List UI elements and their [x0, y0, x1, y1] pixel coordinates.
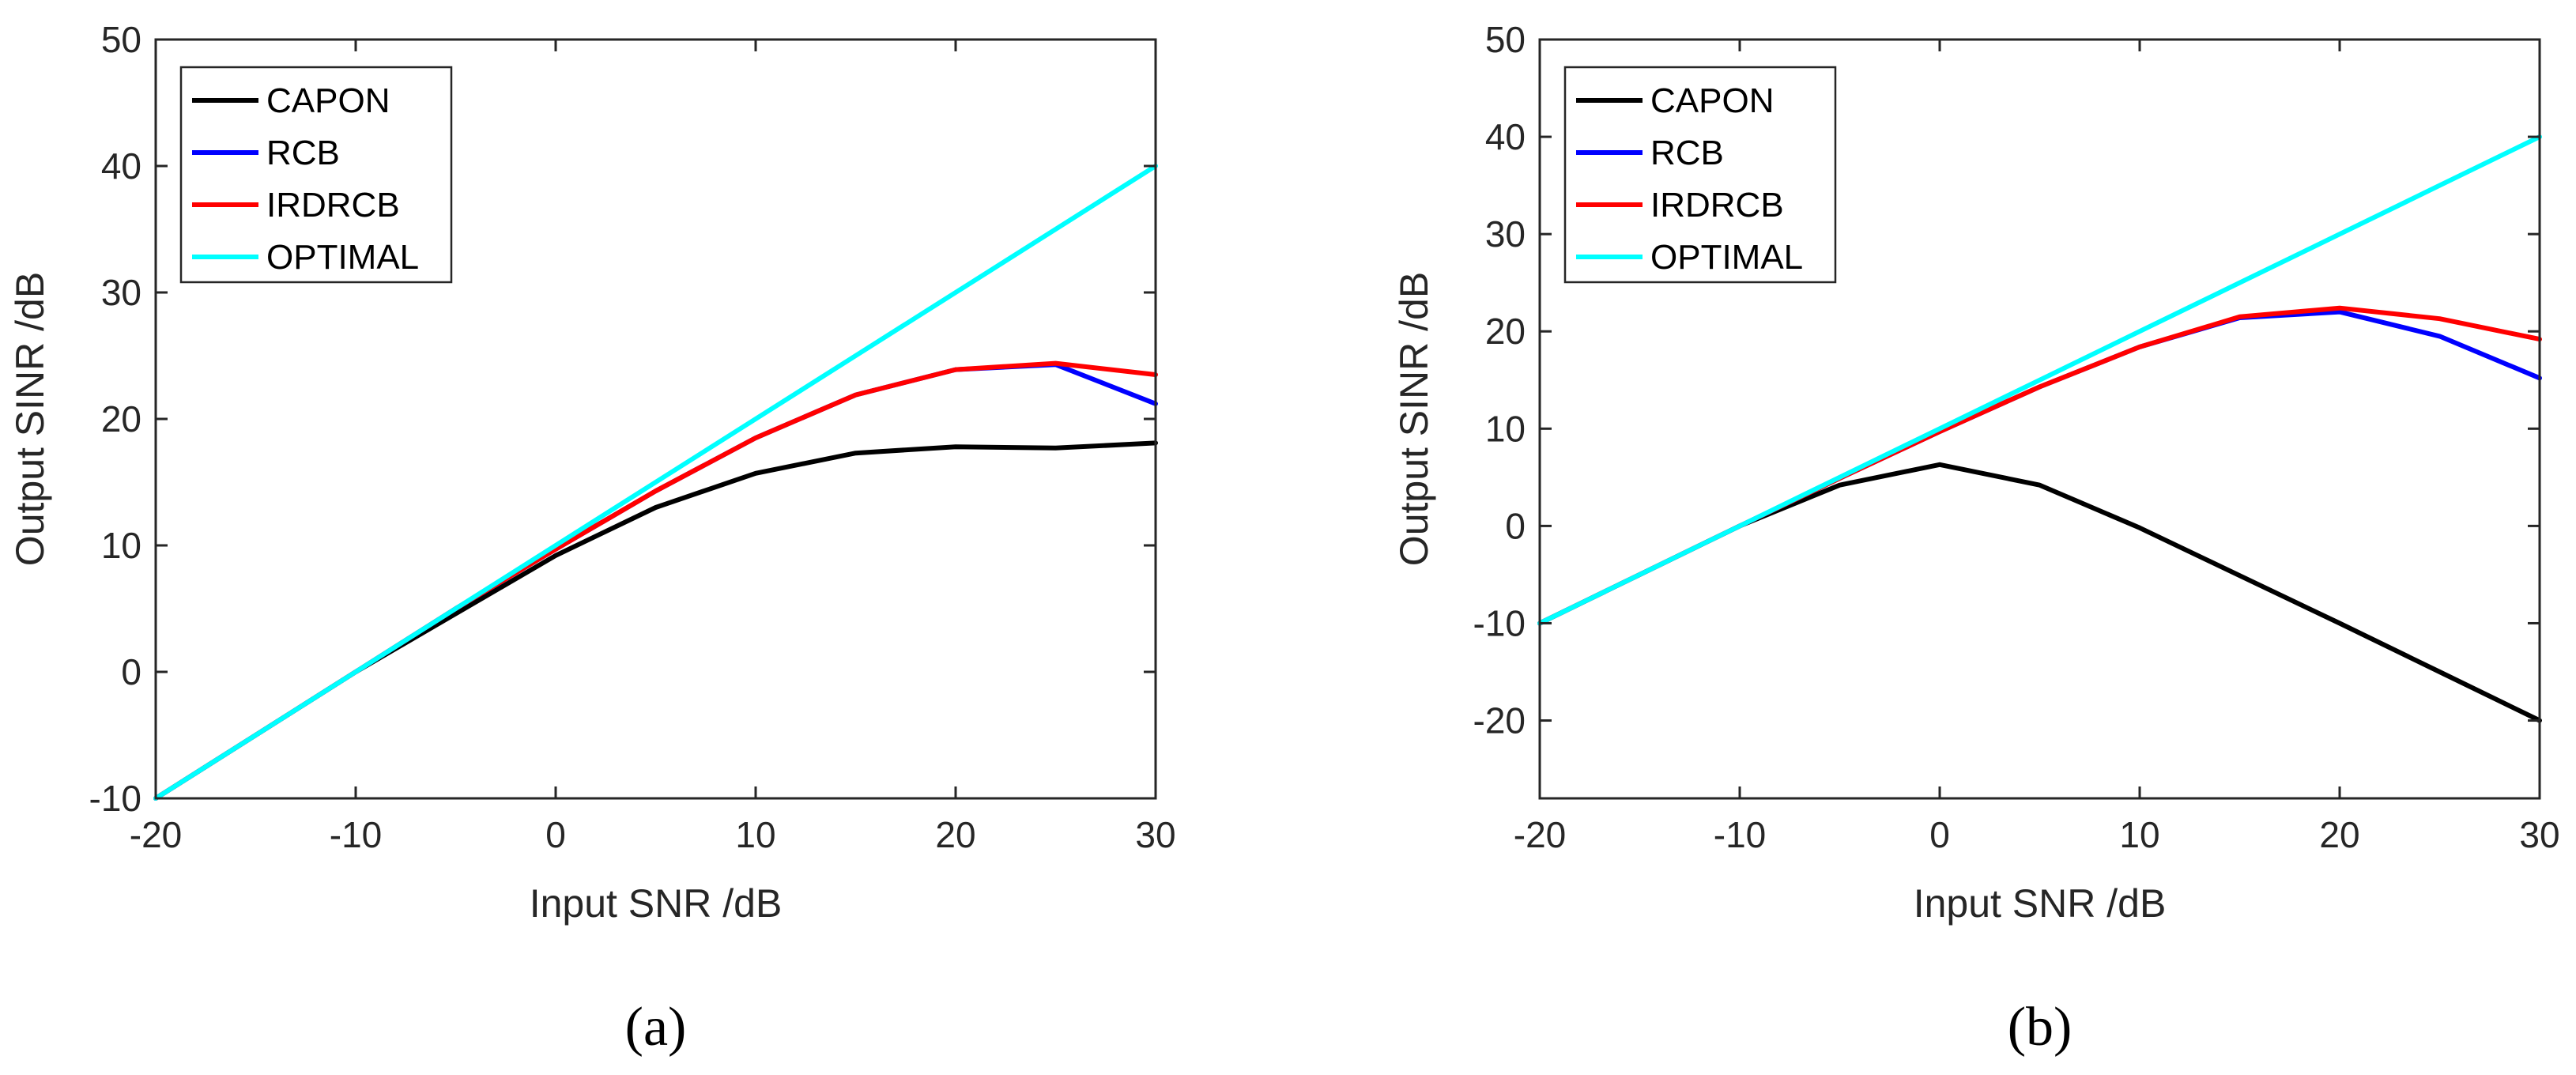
x-tick-label: 10 [2119, 814, 2159, 855]
legend-label-rcb: RCB [1650, 134, 1724, 172]
legend-label-optimal: OPTIMAL [1650, 238, 1803, 277]
x-tick-label: -10 [1714, 814, 1766, 855]
y-tick-label: -10 [1473, 602, 1526, 643]
x-axis-label: Input SNR /dB [1914, 881, 2167, 926]
y-axis-label: Output SINR /dB [1392, 272, 1436, 566]
y-tick-label: 10 [1485, 408, 1526, 449]
legend: CAPON RCB IRDRCB OPTIMAL [1563, 66, 1837, 284]
x-tick-label: -20 [130, 814, 182, 855]
y-tick-label: 30 [1485, 213, 1526, 255]
x-tick-label: 30 [2519, 814, 2559, 855]
legend-box [179, 66, 453, 284]
x-tick-label: 30 [1135, 814, 1175, 855]
y-tick-label: 10 [101, 525, 141, 566]
y-tick-label: 0 [121, 651, 141, 692]
x-tick-label: 20 [2319, 814, 2359, 855]
x-tick-label: 0 [1929, 814, 1950, 855]
x-axis-label: Input SNR /dB [530, 881, 783, 926]
legend-label-irdrcb: IRDRCB [266, 186, 400, 224]
legend: CAPON RCB IRDRCB OPTIMAL [179, 66, 453, 284]
axes-box [1538, 38, 2541, 800]
series-layer [1537, 134, 2542, 723]
chart-panel-b: -20 -10 0 10 20 30 -20 -10 0 10 20 30 40 50 Input SNR… [1392, 19, 2560, 1058]
panel-label-b: (b) [2008, 997, 2072, 1058]
y-tick-label: 20 [101, 398, 141, 439]
x-tick-label: 0 [545, 814, 566, 855]
x-tick-label: -10 [330, 814, 382, 855]
series-layer [153, 164, 1158, 801]
x-tick-label: -20 [1514, 814, 1566, 855]
y-tick-label: 40 [101, 145, 141, 187]
legend-label-capon: CAPON [1650, 81, 1774, 120]
x-tick-label: 20 [935, 814, 975, 855]
y-tick-label: -20 [1473, 700, 1526, 741]
y-axis-label: Output SINR /dB [8, 272, 52, 566]
legend-box [1563, 66, 1837, 284]
y-tick-label: 20 [1485, 311, 1526, 352]
ticks-layer: -20 -10 0 10 20 30 -20 -10 0 10 20 30 40 50 [1473, 19, 2560, 855]
legend-label-rcb: RCB [266, 134, 340, 172]
y-tick-label: -10 [89, 778, 141, 819]
y-tick-label: 40 [1485, 116, 1526, 157]
legend-label-capon: CAPON [266, 81, 390, 120]
y-tick-label: 0 [1505, 505, 1526, 546]
y-tick-label: 30 [101, 272, 141, 313]
y-tick-label: 50 [101, 19, 141, 60]
y-tick-label: 50 [1485, 19, 1526, 60]
series-line-optimal [153, 164, 1158, 801]
x-tick-label: 10 [735, 814, 775, 855]
legend-label-irdrcb: IRDRCB [1650, 186, 1784, 224]
panel-label-a: (a) [625, 997, 687, 1058]
legend-label-optimal: OPTIMAL [266, 238, 419, 277]
series-line-optimal [1537, 134, 2542, 626]
